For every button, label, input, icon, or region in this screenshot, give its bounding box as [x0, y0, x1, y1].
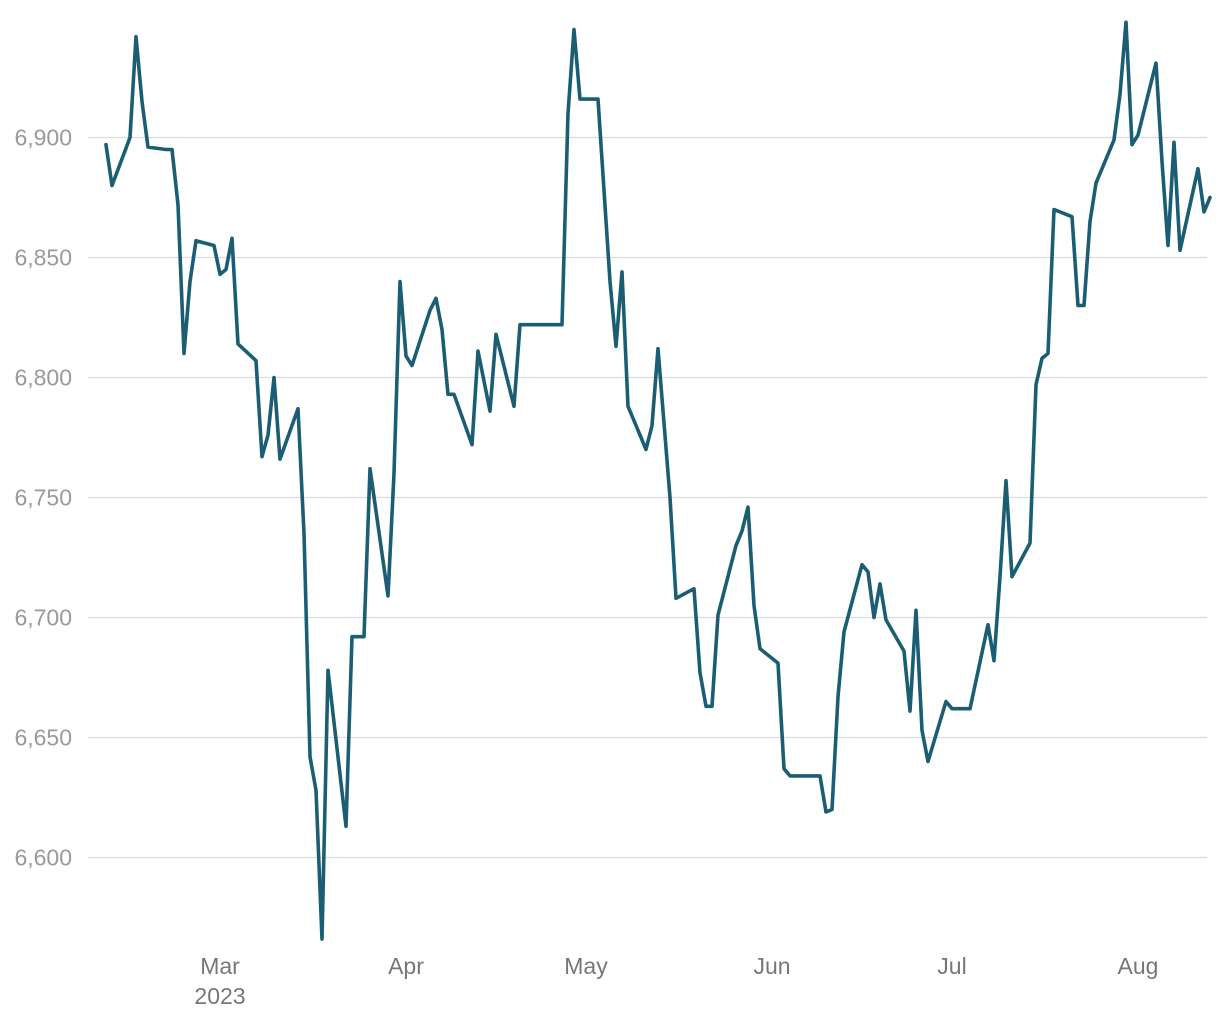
x-tick-year-label: 2023	[194, 983, 245, 1009]
x-axis-tick-labels: Mar 2023 Apr May Jun Jul Aug	[194, 953, 1158, 1009]
y-tick-label: 6,750	[14, 485, 72, 511]
gridlines	[88, 136, 1207, 859]
y-tick-label: 6,850	[14, 245, 72, 271]
x-tick-label: May	[564, 953, 608, 979]
y-tick-label: 6,700	[14, 605, 72, 631]
x-tick-label: Apr	[388, 953, 424, 979]
y-tick-label: 6,650	[14, 725, 72, 751]
y-tick-label: 6,600	[14, 845, 72, 871]
x-tick-label: Jul	[937, 953, 966, 979]
y-tick-label: 6,900	[14, 125, 72, 151]
y-tick-label: 6,800	[14, 365, 72, 391]
series-layer	[104, 20, 1212, 941]
series-line-1	[104, 20, 1212, 941]
x-tick-label: Mar	[200, 953, 240, 979]
y-axis-tick-labels: 6,600 6,650 6,700 6,750 6,800 6,850 6,900	[14, 125, 72, 871]
x-tick-label: Jun	[753, 953, 790, 979]
x-tick-label: Aug	[1118, 953, 1159, 979]
